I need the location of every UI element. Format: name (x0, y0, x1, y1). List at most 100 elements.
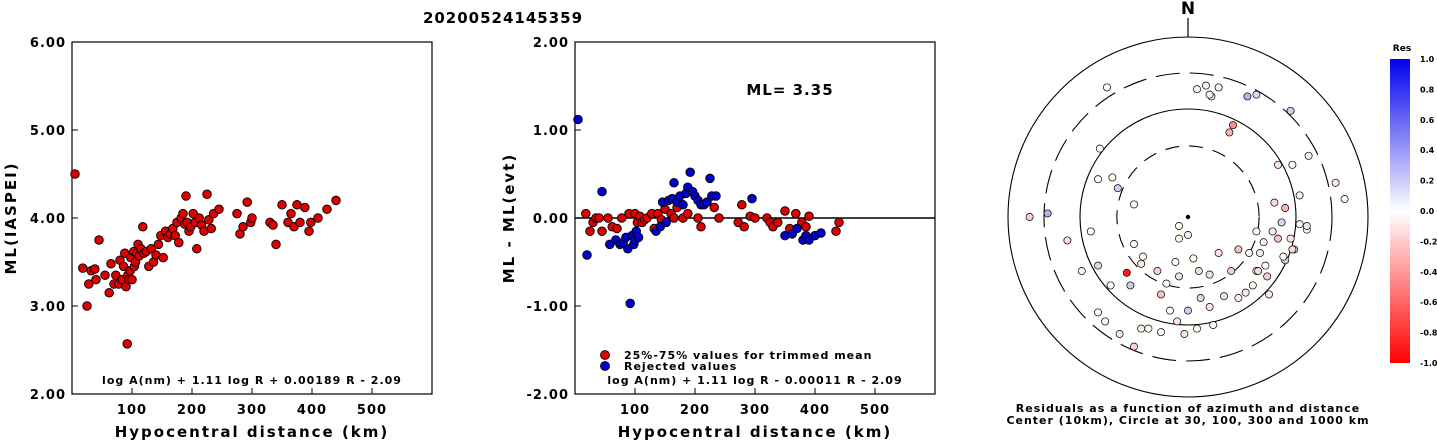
data-point (232, 208, 242, 219)
data-point (669, 178, 679, 188)
colorbar-tick-label: 0.6 (1420, 116, 1435, 125)
data-point (705, 173, 715, 184)
data-point (104, 288, 114, 298)
data-point (202, 189, 212, 199)
station-residual (1288, 160, 1297, 169)
colorbar-gradient (1390, 59, 1410, 363)
station-residual (1095, 144, 1104, 153)
data-point (804, 211, 814, 221)
colorbar-title: Res (1393, 44, 1411, 54)
data-point (582, 250, 592, 260)
station-residual (1252, 227, 1261, 236)
y-tick-label: 2.00 (30, 388, 66, 403)
data-point (739, 222, 749, 232)
station-residual (1063, 236, 1072, 245)
station-residual (1202, 81, 1210, 90)
station-residual (1130, 342, 1138, 351)
station-residual (1175, 272, 1183, 281)
station-residual (1205, 90, 1214, 99)
data-point (138, 222, 148, 232)
y-tick-label: -2.00 (527, 388, 569, 403)
colorbar-tick-label: -0.4 (1420, 268, 1437, 277)
station-residual (1248, 281, 1257, 290)
station-residual (1184, 231, 1192, 239)
x-tick-label: 100 (620, 403, 650, 418)
station-residual (1173, 317, 1182, 326)
data-point (585, 226, 595, 236)
data-point (661, 217, 671, 228)
colorbar-tick-label: 0.8 (1420, 85, 1435, 94)
data-point (834, 217, 844, 228)
data-point (612, 223, 622, 234)
data-point (581, 208, 591, 219)
station-residual (1137, 324, 1146, 333)
data-point (271, 239, 281, 250)
y-tick-label: 5.00 (30, 124, 66, 139)
station-residual (1205, 270, 1214, 279)
station-residual (1115, 330, 1124, 338)
data-point (685, 167, 695, 177)
station-residual (1340, 195, 1349, 203)
station-residual (1130, 200, 1138, 209)
data-point (122, 339, 132, 349)
station-residual (1243, 92, 1252, 101)
data-point (737, 200, 747, 210)
station-residual (1265, 290, 1273, 299)
data-point (603, 213, 613, 223)
ml-annotation: ML= 3.35 (746, 81, 833, 99)
panel2-xlabel: Hypocentral distance (km) (618, 423, 893, 441)
station-residual (1279, 252, 1288, 261)
north-label: N (1181, 0, 1195, 19)
panel1-ylabel: ML(IASPEI) (2, 161, 20, 274)
station-residual (1180, 330, 1189, 338)
station-residual (1139, 252, 1147, 261)
data-point (747, 193, 757, 204)
station-residual (1304, 151, 1313, 160)
data-point (714, 213, 724, 223)
panel-residual-vs-distance: 100 200 300 400 500 -2.00 -1.00 0.00 1.00 2.00 Hy… (500, 36, 936, 441)
station-residual (1270, 198, 1279, 207)
station-residual (1295, 220, 1304, 229)
data-point (696, 222, 706, 232)
distance-ring (1007, 36, 1369, 398)
station-residual (1157, 290, 1165, 299)
station-residual (1094, 308, 1102, 317)
station-residual (1166, 306, 1174, 315)
data-point (597, 226, 607, 236)
station-residual (1043, 209, 1052, 218)
data-point (178, 208, 188, 219)
station-residual (1259, 238, 1268, 247)
data-point (709, 202, 719, 213)
station-residual (1214, 83, 1223, 92)
data-point (70, 169, 80, 179)
data-point (300, 202, 310, 213)
station-residual (1261, 261, 1270, 270)
data-point (214, 204, 224, 214)
station-residual (1234, 294, 1243, 302)
data-point (286, 208, 296, 219)
polar-caption-1: Residuals as a function of azimuth and d… (1016, 402, 1360, 415)
data-point (78, 263, 88, 273)
data-point (127, 274, 137, 285)
station-residual (1094, 175, 1102, 184)
station-residual (1256, 249, 1264, 257)
data-point (111, 270, 121, 280)
station-residual (1184, 306, 1192, 315)
colorbar-tick-label: -0.2 (1420, 237, 1437, 246)
data-point (146, 244, 156, 254)
station-residual (1225, 128, 1234, 137)
station-residual (1106, 281, 1115, 290)
panel2-formula: log A(nm) + 1.11 log R - 0.00011 R - 2.0… (607, 374, 902, 387)
station-residual (1196, 294, 1205, 302)
data-point (633, 232, 644, 243)
y-tick-label: 3.00 (30, 300, 66, 315)
station-residual (1252, 90, 1261, 99)
legend-label-rejected: Rejected values (624, 360, 737, 373)
station-residual (1157, 328, 1165, 337)
data-point (816, 228, 826, 238)
data-point (84, 279, 94, 289)
data-point (625, 298, 635, 309)
x-tick-label: 500 (357, 403, 387, 418)
station-residual (1229, 121, 1237, 130)
